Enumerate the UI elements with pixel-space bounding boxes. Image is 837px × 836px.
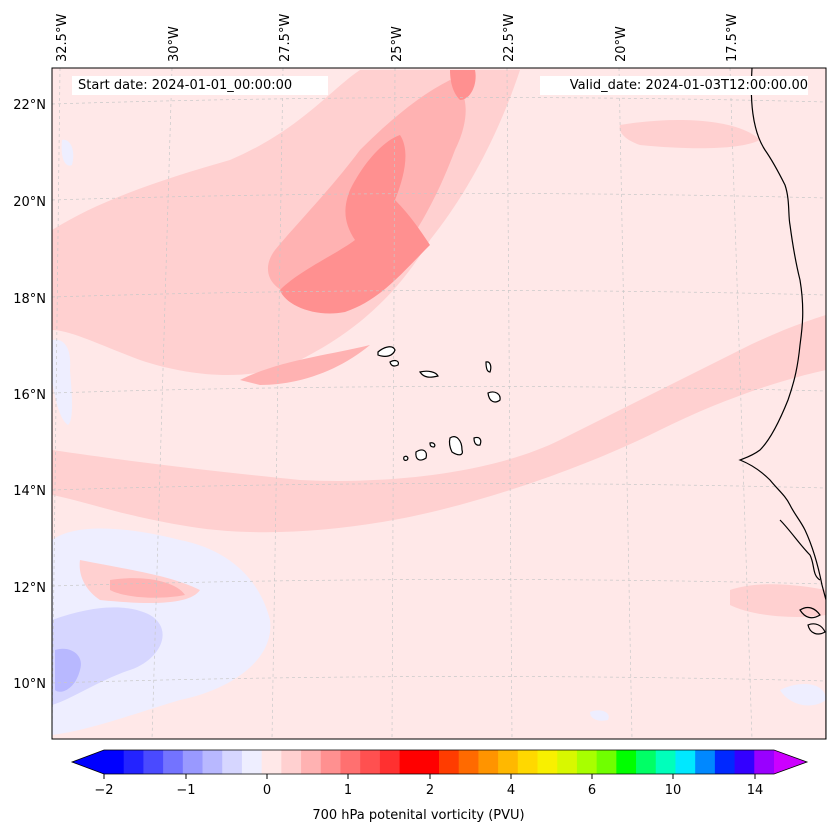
lon-label: 32.5°W	[55, 14, 70, 62]
pv-positive-max	[280, 135, 430, 314]
colorbar-tick-label: 4	[507, 783, 515, 798]
pv-negative-area	[61, 139, 74, 166]
colorbar-cell	[537, 750, 558, 774]
pv-field	[52, 68, 826, 739]
colorbar-cell	[301, 750, 322, 774]
pv-negative-area	[590, 710, 609, 721]
pv-negative-area	[52, 607, 163, 705]
island	[485, 361, 492, 373]
coastline-detail	[799, 606, 821, 619]
colorbar-cell	[241, 750, 263, 774]
colorbar-cell	[517, 750, 538, 774]
colorbar-cell	[498, 750, 519, 774]
colorbar-cell	[557, 750, 578, 774]
lat-label: 20°N	[13, 195, 46, 210]
coastline-detail	[807, 623, 826, 635]
colorbar-cell	[419, 750, 440, 774]
pv-negative-area	[780, 684, 826, 706]
island	[448, 436, 463, 456]
island	[487, 391, 501, 403]
colorbar-cell	[734, 750, 755, 774]
latitude-labels: 22°N 20°N 18°N 16°N 14°N 12°N 10°N	[13, 98, 46, 692]
start-date-label: Start date: 2024-01-01_00:00:00	[72, 76, 328, 95]
african-coastline	[738, 68, 826, 739]
colorbar-cell	[458, 750, 479, 774]
island	[389, 359, 400, 367]
lat-label: 16°N	[13, 388, 46, 403]
colorbar-cell	[261, 750, 282, 774]
lon-label: 30°W	[167, 26, 182, 62]
colorbar-tick-label: 0	[263, 783, 271, 798]
colorbar-cell	[439, 750, 460, 774]
colorbar-cell	[320, 750, 341, 774]
colorbar-label: 700 hPa potenital vorticity (PVU)	[312, 808, 525, 823]
lon-label: 27.5°W	[278, 14, 293, 62]
island	[415, 449, 427, 461]
colorbar-cell	[182, 750, 203, 774]
island	[377, 346, 396, 357]
colorbar-cell	[675, 750, 696, 774]
colorbar-tick-label: 6	[588, 783, 596, 798]
colorbar-cell	[754, 750, 775, 774]
colorbar-cell	[655, 750, 676, 774]
island	[419, 370, 439, 378]
island	[473, 436, 482, 446]
colorbar-tick-label: 10	[665, 783, 682, 798]
lat-label: 12°N	[13, 581, 46, 596]
colorbar-cell	[399, 750, 420, 774]
coastline-detail	[779, 519, 821, 581]
colorbar: −2 −1 0 1 2 4 6 10 14	[70, 749, 809, 798]
pv-negative-area	[55, 648, 81, 692]
colorbar-cell	[281, 750, 302, 774]
cape-verde-islands	[377, 346, 501, 461]
colorbar-tick-label: −1	[176, 783, 195, 798]
colorbar-tick-labels: −2 −1 0 1 2 4 6 10 14	[94, 783, 763, 798]
colorbar-cell	[636, 750, 657, 774]
colorbar-cell	[202, 750, 223, 774]
island	[429, 442, 436, 448]
colorbar-tick-label: 1	[344, 783, 352, 798]
colorbar-extend-max	[774, 750, 807, 774]
pv-negative-area	[52, 339, 72, 425]
colorbar-cell	[478, 750, 499, 774]
longitude-labels: 32.5°W 30°W 27.5°W 25°W 22.5°W 20°W 17.5…	[55, 14, 740, 62]
colorbar-cell	[714, 750, 735, 774]
lon-label: 17.5°W	[725, 14, 740, 62]
map-frame	[51, 67, 827, 740]
colorbar-cell	[695, 750, 716, 774]
valid-date-label: Valid_date: 2024-01-03T12:00:00.00	[540, 76, 808, 95]
lon-label: 25°W	[390, 26, 405, 62]
colorbar-ticks	[103, 774, 756, 779]
pv-positive-max	[450, 70, 476, 100]
island	[403, 455, 409, 461]
graticule	[52, 68, 826, 739]
colorbar-cell	[360, 750, 381, 774]
colorbar-tick-label: −2	[94, 783, 113, 798]
colorbar-cell	[596, 750, 617, 774]
colorbar-cell	[340, 750, 361, 774]
colorbar-tick-label: 14	[747, 783, 764, 798]
colorbar-cell	[143, 750, 164, 774]
colorbar-cell	[123, 750, 144, 774]
lat-label: 10°N	[13, 677, 46, 692]
colorbar-tick-label: 2	[426, 783, 434, 798]
pv-positive-band	[619, 120, 760, 149]
colorbar-cell	[616, 750, 637, 774]
colorbar-cell	[104, 750, 125, 774]
colorbar-cell	[576, 750, 598, 774]
pv-positive-core	[240, 345, 370, 385]
colorbar-cell	[379, 750, 400, 774]
colorbar-cells	[104, 750, 775, 774]
pv-positive-band	[52, 315, 826, 533]
lon-label: 20°W	[614, 26, 629, 62]
colorbar-cell	[222, 750, 243, 774]
lat-label: 22°N	[13, 98, 46, 113]
lat-label: 18°N	[13, 292, 46, 307]
lat-label: 14°N	[13, 484, 46, 499]
lon-label: 22.5°W	[502, 14, 517, 62]
colorbar-cell	[163, 750, 184, 774]
colorbar-extend-min	[72, 750, 104, 774]
coastline	[738, 68, 826, 739]
